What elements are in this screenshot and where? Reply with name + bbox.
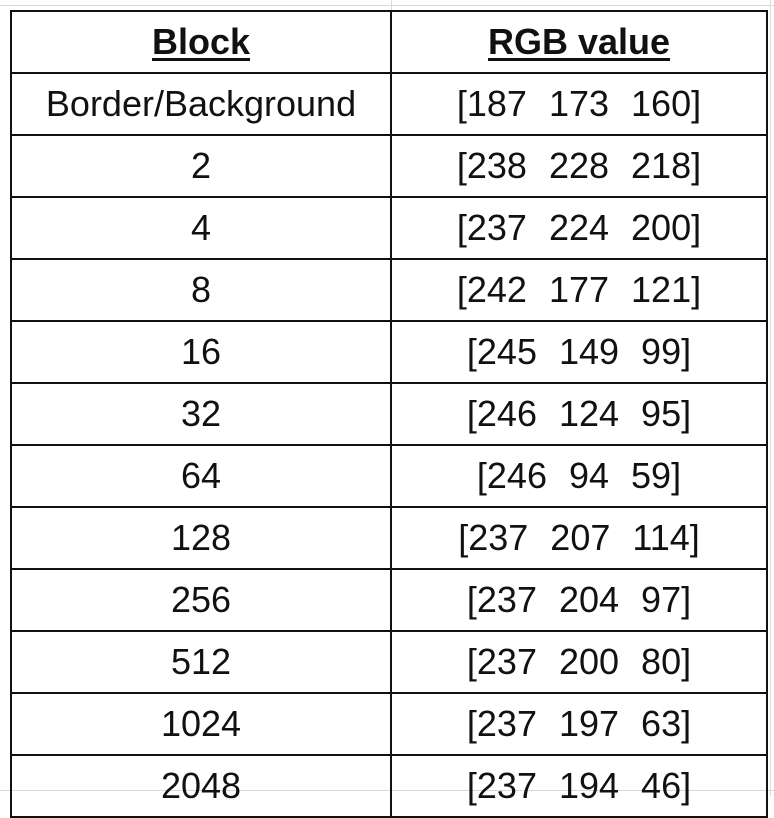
- block-cell[interactable]: 64: [10, 444, 392, 508]
- rgb-value-cell[interactable]: [246 124 95]: [390, 382, 768, 446]
- rgb-value-cell[interactable]: [187 173 160]: [390, 72, 768, 136]
- gridline: [770, 0, 771, 796]
- table-row: 2048 [237 194 46]: [10, 754, 768, 818]
- gridline: [0, 5, 774, 6]
- block-cell[interactable]: 512: [10, 630, 392, 694]
- table-row: 4 [237 224 200]: [10, 196, 768, 260]
- rgb-column-header[interactable]: RGB value: [390, 10, 768, 74]
- block-cell[interactable]: 2048: [10, 754, 392, 818]
- table-body: Border/Background [187 173 160] 2 [238 228 …: [10, 72, 768, 818]
- header-row: Block RGB value: [10, 10, 768, 74]
- rgb-value-cell[interactable]: [237 204 97]: [390, 568, 768, 632]
- table-row: 16 [245 149 99]: [10, 320, 768, 384]
- table-row: 2 [238 228 218]: [10, 134, 768, 198]
- rgb-value-cell[interactable]: [237 207 114]: [390, 506, 768, 570]
- rgb-value-cell[interactable]: [238 228 218]: [390, 134, 768, 198]
- table-row: 64 [246 94 59]: [10, 444, 768, 508]
- table-row: 256 [237 204 97]: [10, 568, 768, 632]
- table-row: 8 [242 177 121]: [10, 258, 768, 322]
- block-cell[interactable]: 256: [10, 568, 392, 632]
- table-row: 512 [237 200 80]: [10, 630, 768, 694]
- rgb-value-cell[interactable]: [242 177 121]: [390, 258, 768, 322]
- table-row: 32 [246 124 95]: [10, 382, 768, 446]
- block-cell[interactable]: 16: [10, 320, 392, 384]
- block-cell[interactable]: 8: [10, 258, 392, 322]
- block-cell[interactable]: 1024: [10, 692, 392, 756]
- block-cell[interactable]: 4: [10, 196, 392, 260]
- rgb-value-cell[interactable]: [237 194 46]: [390, 754, 768, 818]
- block-cell[interactable]: Border/Background: [10, 72, 392, 136]
- table-row: 1024 [237 197 63]: [10, 692, 768, 756]
- rgb-value-cell[interactable]: [237 200 80]: [390, 630, 768, 694]
- rgb-value-cell[interactable]: [246 94 59]: [390, 444, 768, 508]
- rgb-value-cell[interactable]: [237 197 63]: [390, 692, 768, 756]
- table-row: Border/Background [187 173 160]: [10, 72, 768, 136]
- block-rgb-table: Block RGB value Border/Background [187 17…: [10, 10, 768, 818]
- rgb-value-cell[interactable]: [245 149 99]: [390, 320, 768, 384]
- block-column-header[interactable]: Block: [10, 10, 392, 74]
- block-cell[interactable]: 2: [10, 134, 392, 198]
- table-row: 128 [237 207 114]: [10, 506, 768, 570]
- rgb-value-cell[interactable]: [237 224 200]: [390, 196, 768, 260]
- block-cell[interactable]: 32: [10, 382, 392, 446]
- block-cell[interactable]: 128: [10, 506, 392, 570]
